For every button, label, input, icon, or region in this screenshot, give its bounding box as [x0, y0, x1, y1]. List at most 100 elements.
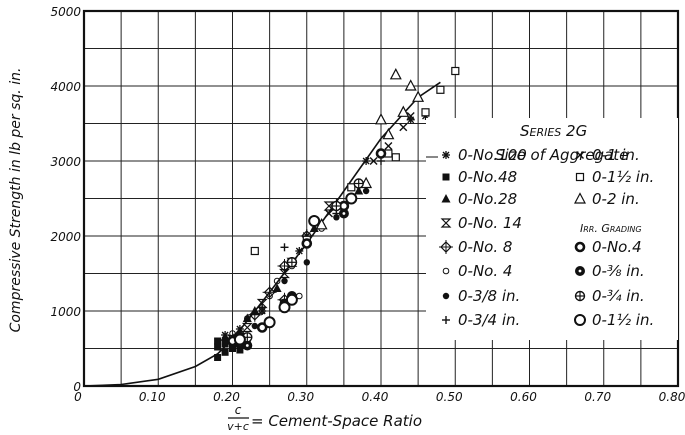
legend-label: 0-1½ in.	[592, 311, 654, 329]
data-point	[369, 157, 378, 165]
data-point	[338, 208, 349, 219]
data-point	[233, 333, 246, 346]
x-tick-label: 0.30	[287, 390, 314, 404]
y-axis-label: Compressive Strength in lb per sq. in.	[8, 68, 24, 333]
marker-shape	[241, 322, 253, 333]
data-point	[281, 277, 288, 285]
y-tick-label: 4000	[50, 80, 81, 94]
data-point	[375, 113, 387, 125]
data-point	[286, 257, 298, 268]
x-tick-label: 0	[74, 390, 82, 404]
y-tick-label: 0	[73, 380, 81, 394]
data-point	[247, 307, 262, 322]
marker-stroke	[295, 247, 303, 255]
marker-stroke	[406, 112, 415, 120]
data-point	[399, 123, 408, 132]
marker-shape	[256, 322, 268, 333]
data-point	[242, 340, 253, 351]
legend-series-heading: Series 2G	[520, 122, 587, 140]
x-tick-label: 0.40	[362, 390, 389, 404]
marker-shape	[308, 215, 321, 227]
data-point	[295, 247, 304, 255]
marker-shape	[309, 223, 319, 232]
data-point	[303, 259, 310, 266]
data-point	[323, 201, 335, 211]
legend-label: 0-3/4 in.	[458, 311, 520, 329]
data-point	[214, 354, 222, 361]
data-point	[391, 153, 400, 162]
data-point	[397, 105, 410, 117]
legend-marker	[575, 266, 585, 276]
data-point	[347, 183, 356, 192]
x-tick-label: 0.10	[139, 390, 166, 404]
data-point	[309, 223, 319, 232]
legend-items: 0-No.100 0-No.48 0-No.28 0-No. 14 0-No. 8 0-N…	[426, 146, 654, 329]
marker-shape	[442, 267, 450, 275]
data-point	[241, 322, 253, 333]
x-axis-label-group: c v+c = Cement-Space Ratio	[227, 403, 422, 433]
marker-shape	[574, 192, 586, 204]
data-point	[251, 322, 258, 330]
data-point	[384, 142, 393, 150]
marker-shape	[266, 292, 273, 300]
marker-shape	[263, 316, 276, 329]
marker-shape	[281, 277, 288, 285]
marker-shape-inner	[245, 344, 249, 347]
marker-shape	[303, 259, 310, 266]
data-point	[273, 277, 281, 285]
data-point	[301, 238, 313, 249]
marker-shape	[375, 113, 387, 125]
legend-label: 0-¾ in.	[592, 287, 645, 305]
marker-shape	[412, 90, 425, 102]
data-point	[375, 148, 387, 159]
data-point	[436, 85, 445, 94]
marker-shape	[236, 346, 244, 354]
data-point	[272, 283, 282, 292]
data-point	[404, 79, 417, 91]
marker-shape	[229, 345, 236, 352]
marker-shape	[574, 314, 586, 326]
legend-marker	[576, 151, 584, 159]
marker-stroke	[384, 142, 393, 150]
legend-marker	[439, 240, 453, 254]
marker-shape	[250, 246, 259, 256]
data-point	[263, 316, 276, 329]
data-point	[229, 345, 236, 352]
data-points-layer	[214, 66, 460, 361]
legend-label: 0-2 in.	[592, 190, 640, 208]
data-point	[266, 292, 273, 300]
marker-stroke	[576, 151, 584, 159]
marker-shape	[451, 66, 460, 76]
data-point	[221, 340, 229, 348]
marker-shape	[404, 79, 417, 91]
marker-stroke	[369, 157, 378, 165]
legend-label: 0-No.28	[458, 190, 517, 208]
legend-label: 0-No. 14	[458, 214, 522, 232]
data-point	[331, 200, 342, 212]
marker-shape	[397, 105, 410, 117]
data-point	[345, 192, 358, 205]
legend-marker	[575, 172, 585, 182]
data-point	[244, 315, 251, 322]
y-tick-label: 2000	[50, 230, 81, 244]
legend-marker	[574, 290, 586, 302]
marker-shape	[278, 301, 291, 314]
marker-shape	[251, 322, 258, 330]
marker-shape	[347, 183, 356, 192]
data-point	[236, 346, 244, 354]
marker-shape	[214, 337, 222, 345]
legend-marker	[442, 292, 450, 300]
data-point	[382, 127, 395, 140]
data-point	[258, 303, 267, 312]
data-point	[451, 66, 460, 76]
marker-shape	[354, 186, 364, 195]
marker-shape	[382, 127, 395, 140]
marker-shape-inner	[342, 212, 346, 215]
legend-marker	[441, 194, 451, 203]
legend-label: 0-1 in.	[592, 146, 640, 164]
marker-shape	[220, 332, 230, 341]
legend-label: 0-No.48	[458, 168, 517, 186]
x-tick-label: 0.20	[213, 390, 240, 404]
fit-curve-layer	[83, 81, 441, 387]
